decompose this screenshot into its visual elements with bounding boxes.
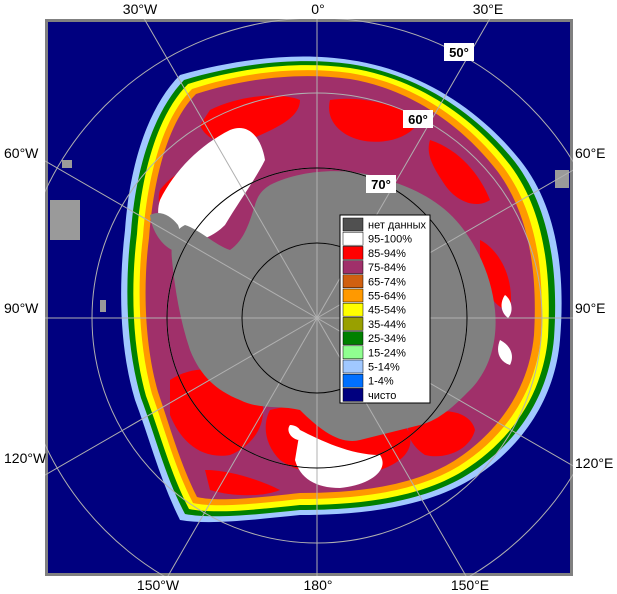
legend-label: нет данных (368, 220, 427, 232)
legend-label: 5-14% (368, 362, 400, 374)
lat-label-70: 70° (371, 177, 391, 192)
lat-label-50: 50° (449, 45, 469, 60)
legend-swatch (342, 317, 364, 331)
lat-label-50-box (444, 43, 474, 61)
lon-label-60w: 60°W (4, 145, 39, 161)
legend-swatch (342, 345, 364, 360)
legend-label: 15-24% (368, 347, 406, 359)
lat-label-70-box (366, 175, 396, 193)
legend-swatch (342, 373, 364, 388)
legend-label: чисто (368, 390, 396, 402)
lon-label-30w: 30°W (123, 1, 158, 17)
legend-label: 35-44% (368, 319, 406, 331)
lon-label-0: 0° (311, 1, 324, 17)
legend-label: 95-100% (368, 234, 412, 246)
legend-swatch (342, 288, 364, 303)
lat-label-60-box (403, 110, 433, 128)
lon-label-120e: 120°E (575, 455, 613, 471)
legend-swatch (342, 246, 364, 260)
legend-label: 45-54% (368, 305, 406, 317)
legend-swatch (342, 302, 364, 317)
lon-label-150e: 150°E (451, 577, 489, 593)
lon-label-120w: 120°W (4, 450, 47, 466)
legend-swatch (342, 274, 364, 289)
antarctic-peninsula (150, 213, 180, 250)
lon-label-30e: 30°E (473, 1, 504, 17)
legend-swatch (342, 231, 364, 246)
legend-label: 55-64% (368, 291, 406, 303)
legend-swatch (342, 331, 364, 345)
legend-label: 85-94% (368, 248, 406, 260)
legend-swatch (342, 388, 364, 402)
legend-swatch (342, 260, 364, 274)
legend-swatch (342, 217, 364, 232)
legend-label: 25-34% (368, 333, 406, 345)
lon-label-150w: 150°W (137, 577, 180, 593)
legend-label: 75-84% (368, 262, 406, 274)
legend-label: 1-4% (368, 376, 394, 388)
lon-label-90e: 90°E (575, 300, 606, 316)
lat-label-60: 60° (408, 112, 428, 127)
lon-label-60e: 60°E (575, 145, 606, 161)
legend: нет данных 95-100% 85-94% 75-84% 65-74% 55-64… (339, 214, 431, 404)
legend-label: 65-74% (368, 276, 406, 288)
legend-swatch (342, 359, 364, 374)
lon-label-90w: 90°W (4, 300, 39, 316)
lon-label-180: 180° (304, 577, 333, 593)
